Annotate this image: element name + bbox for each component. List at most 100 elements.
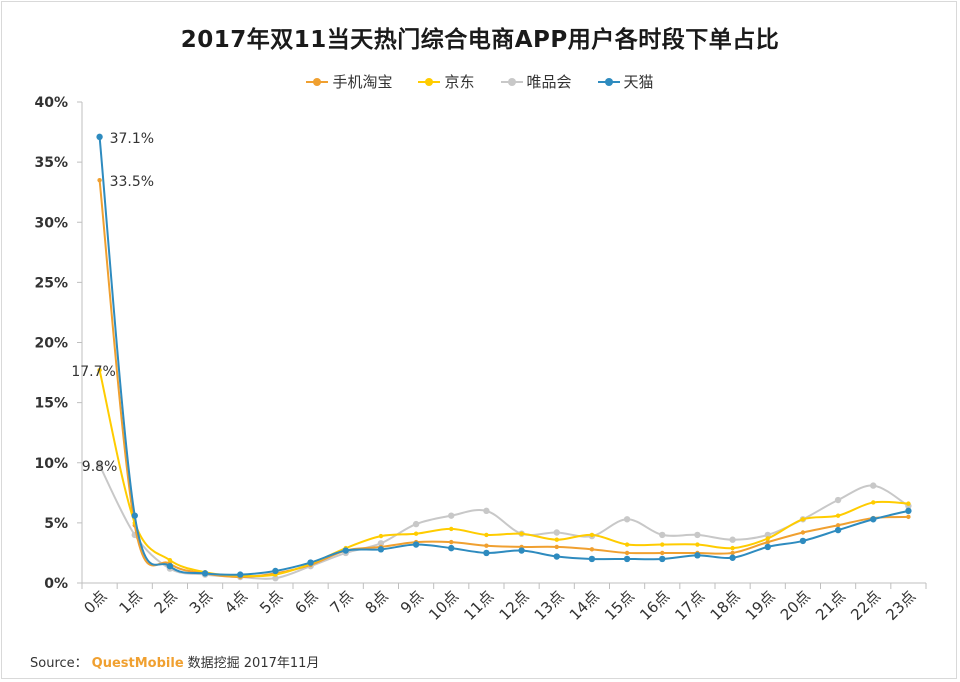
- data-point: [589, 547, 595, 552]
- data-point: [131, 512, 138, 519]
- data-point: [378, 533, 384, 539]
- source-prefix: Source：: [30, 656, 88, 671]
- series-line: [98, 136, 909, 576]
- data-point: [377, 546, 385, 553]
- x-tick-label: 19点: [742, 587, 779, 624]
- data-point: [449, 526, 454, 532]
- data-point: [377, 540, 385, 547]
- x-tick-label: 11点: [460, 587, 497, 624]
- data-point: [518, 547, 525, 554]
- legend-swatch-icon: [597, 76, 620, 88]
- data-point: [167, 557, 173, 563]
- x-tick-label: 16点: [636, 587, 673, 624]
- x-tick-label: 2点: [151, 587, 181, 617]
- data-point: [660, 550, 665, 556]
- legend-label: 京东: [444, 73, 475, 91]
- data-point: [906, 501, 911, 506]
- x-tick-label: 4点: [221, 587, 251, 617]
- data-point: [659, 531, 666, 539]
- data-point: [870, 516, 877, 523]
- data-point: [589, 532, 595, 538]
- x-tick-label: 15点: [601, 587, 638, 624]
- data-point: [799, 537, 807, 545]
- source-brand: QuestMobile: [91, 656, 184, 671]
- y-tick-label: 40%: [34, 95, 68, 111]
- data-point: [800, 530, 806, 535]
- data-point: [449, 539, 454, 545]
- x-tick-label: 14点: [566, 587, 603, 624]
- x-tick-label: 1点: [115, 587, 145, 617]
- data-point: [729, 554, 736, 561]
- x-tick-label: 6点: [291, 587, 321, 617]
- data-point: [448, 512, 455, 519]
- data-point: [765, 536, 770, 541]
- x-tick-label: 20点: [777, 587, 814, 624]
- x-tick-label: 5点: [256, 587, 286, 617]
- data-point: [694, 531, 701, 539]
- series-line: [98, 369, 909, 578]
- series-line: [98, 464, 909, 580]
- y-tick-label: 5%: [44, 516, 68, 532]
- data-label: 9.8%: [82, 459, 118, 475]
- data-point: [272, 567, 279, 575]
- x-tick-label: 18点: [707, 587, 744, 624]
- data-point: [483, 549, 490, 557]
- data-point: [97, 177, 102, 183]
- data-point: [166, 562, 174, 570]
- x-tick-label: 0点: [80, 587, 110, 617]
- data-point: [484, 532, 489, 538]
- x-tick-label: 8点: [362, 587, 392, 617]
- data-point: [553, 553, 560, 560]
- source-suffix: 数据挖掘 2017年11月: [187, 656, 320, 671]
- y-tick-label: 25%: [34, 275, 68, 291]
- legend-swatch-icon: [418, 76, 441, 88]
- y-tick-label: 15%: [34, 396, 68, 412]
- data-point: [695, 542, 700, 547]
- data-point: [96, 461, 103, 469]
- legend-label: 手机淘宝: [332, 73, 393, 91]
- data-point: [765, 539, 770, 545]
- data-point: [764, 531, 771, 539]
- y-tick-label: 0%: [44, 576, 68, 592]
- x-tick-label: 22点: [847, 587, 884, 624]
- data-point: [871, 500, 876, 505]
- chart-title: 2017年双11当天热门综合电商APP用户各时段下单占比: [180, 27, 780, 53]
- data-point: [660, 542, 665, 547]
- data-point: [412, 520, 420, 528]
- legend-swatch-icon: [306, 76, 329, 88]
- x-tick-label: 10点: [425, 587, 462, 624]
- data-point: [96, 133, 103, 141]
- y-tick-label: 30%: [34, 215, 68, 231]
- data-point: [834, 526, 842, 534]
- data-point: [659, 555, 666, 563]
- data-label: 33.5%: [110, 174, 154, 190]
- data-point: [554, 544, 559, 550]
- x-tick-label: 17点: [671, 587, 708, 624]
- data-point: [834, 496, 842, 504]
- data-point: [835, 513, 841, 518]
- data-point: [730, 545, 735, 551]
- data-point: [624, 550, 630, 556]
- data-point: [237, 571, 244, 578]
- data-point: [413, 531, 419, 536]
- data-point: [483, 507, 490, 515]
- legend-swatch-icon: [500, 76, 523, 88]
- x-tick-label: 23点: [882, 587, 919, 624]
- legend-item: 京东: [418, 71, 475, 92]
- legend-item: 手机淘宝: [306, 71, 392, 92]
- data-point: [272, 574, 279, 582]
- x-tick-label: 21点: [812, 587, 849, 624]
- source-note: Source： QuestMobile 数据挖掘 2017年11月: [30, 652, 319, 671]
- data-point: [624, 542, 630, 547]
- data-point: [307, 559, 314, 566]
- data-point: [906, 514, 911, 520]
- x-tick-label: 3点: [186, 587, 216, 617]
- x-tick-label: 9点: [397, 587, 427, 617]
- x-tick-label: 12点: [496, 587, 533, 624]
- y-tick-label: 20%: [34, 336, 68, 352]
- data-point: [835, 523, 841, 528]
- data-point: [588, 555, 596, 563]
- x-tick-label: 13点: [531, 587, 568, 624]
